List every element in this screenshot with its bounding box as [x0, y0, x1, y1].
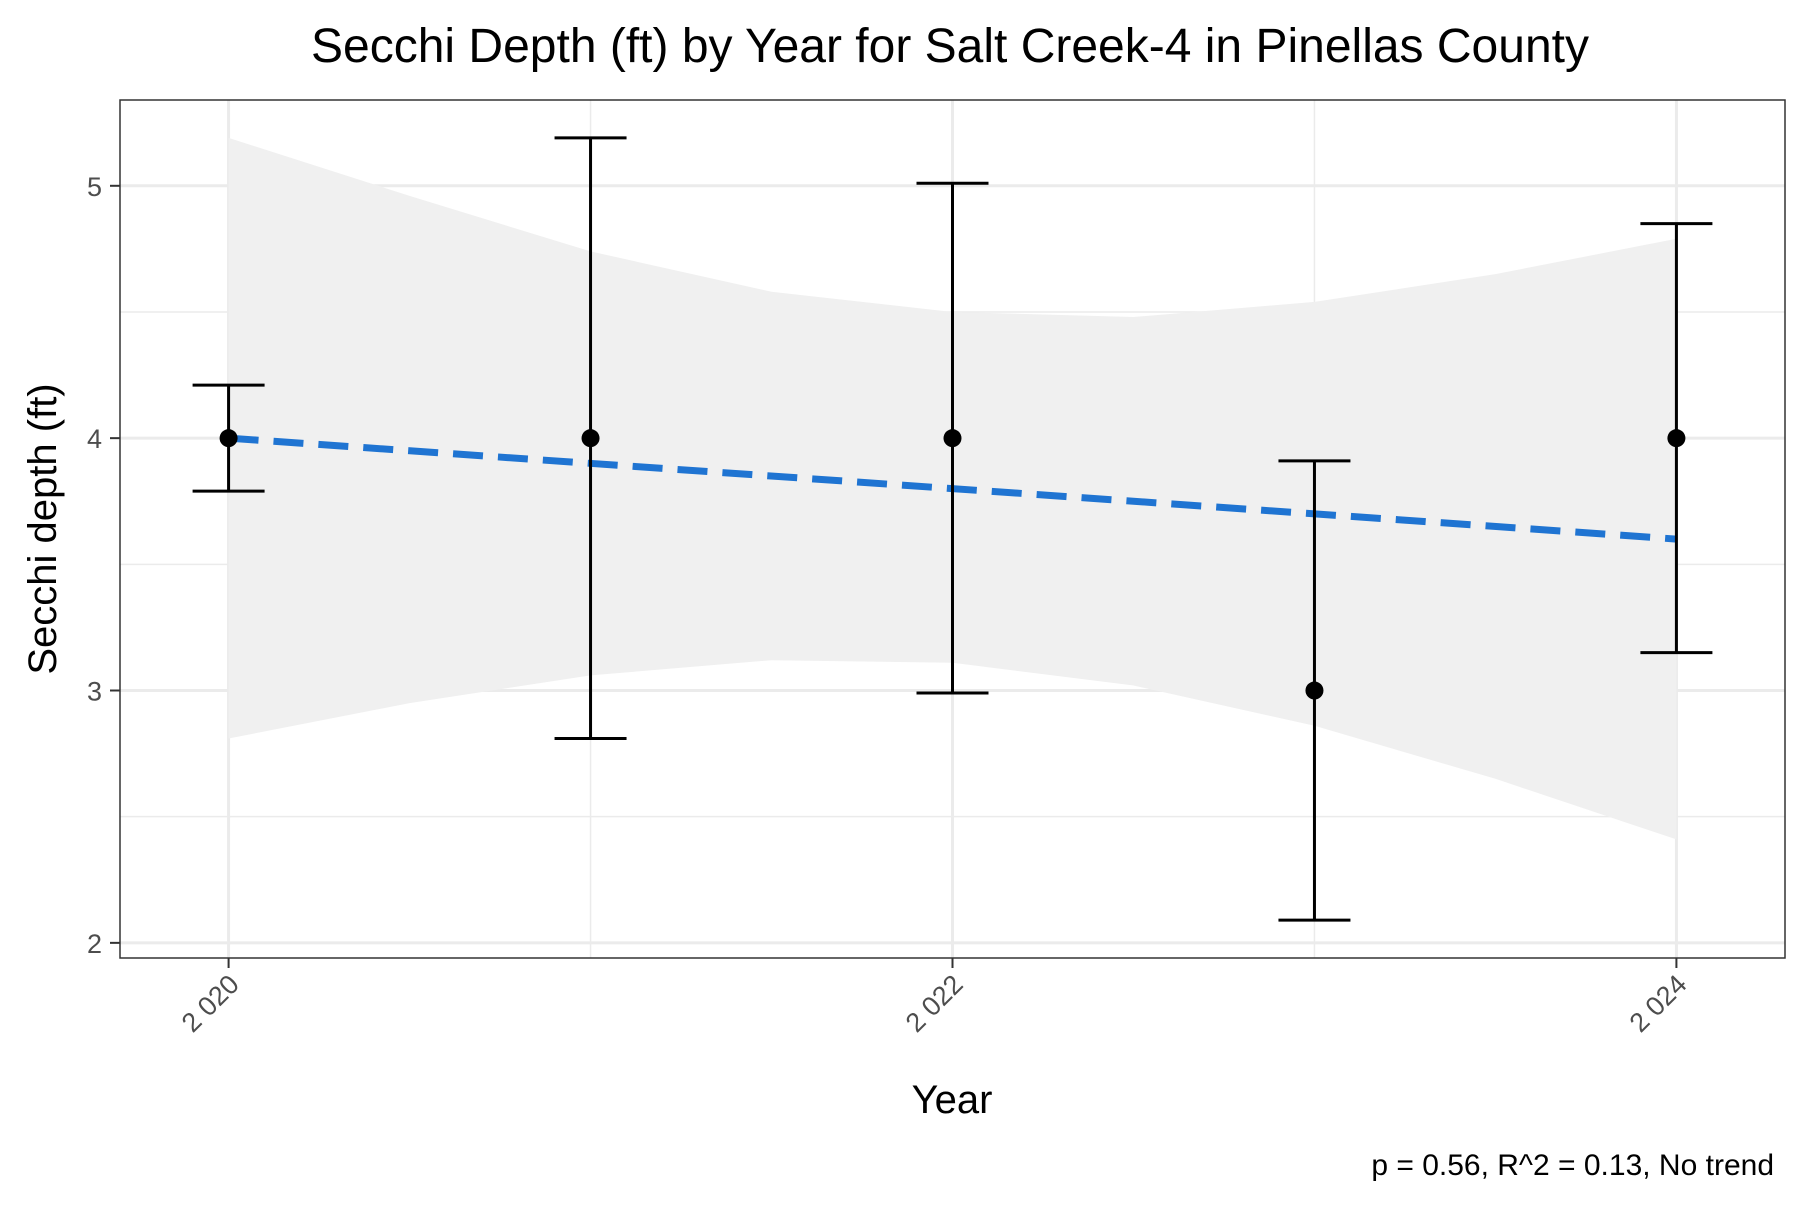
data-point	[1305, 681, 1324, 700]
data-point	[219, 429, 238, 448]
y-tick-label: 5	[87, 172, 102, 202]
data-point	[943, 429, 962, 448]
y-tick-label: 2	[87, 929, 102, 959]
stats-annotation: p = 0.56, R^2 = 0.13, No trend	[1371, 1149, 1774, 1182]
data-points-group	[219, 429, 1686, 700]
x-tick-label: 2 020	[176, 969, 245, 1038]
data-point	[1667, 429, 1686, 448]
y-tick-label: 3	[87, 677, 102, 707]
x-tick-label: 2 022	[900, 969, 969, 1038]
chart-title: Secchi Depth (ft) by Year for Salt Creek…	[311, 20, 1589, 73]
x-tick-label: 2 024	[1624, 969, 1693, 1038]
y-axis-title: Secchi depth (ft)	[21, 383, 65, 674]
error-bars-group	[192, 136, 1713, 922]
x-axis-title: Year	[912, 1078, 993, 1122]
y-tick-label: 4	[87, 424, 102, 454]
data-point	[581, 429, 600, 448]
